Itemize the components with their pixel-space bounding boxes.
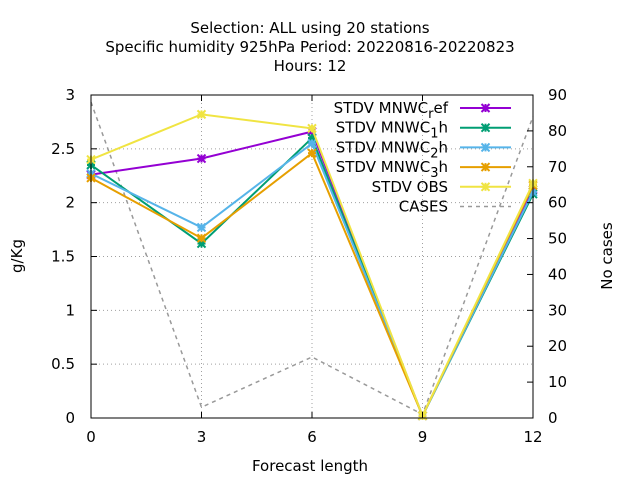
legend-label: STDV MNWCref <box>334 99 449 122</box>
y-tick-label: 0.5 <box>51 355 75 373</box>
legend-marker <box>480 182 491 192</box>
data-point <box>307 138 317 149</box>
series-line <box>90 130 534 419</box>
data-point <box>196 233 207 243</box>
y2-tick-label: 60 <box>548 194 567 212</box>
y2-tick-label: 70 <box>548 158 567 176</box>
y2-tick-label: 20 <box>548 337 567 355</box>
y2-tick-label: 80 <box>548 122 567 140</box>
legend-marker <box>480 103 491 113</box>
legend-marker <box>480 142 491 153</box>
chart-title-line-1: Selection: ALL using 20 stations <box>190 19 429 37</box>
data-point <box>307 123 317 134</box>
x-tick-label: 6 <box>307 428 317 446</box>
y-tick-label: 2.5 <box>51 140 75 158</box>
series-layer <box>86 101 538 421</box>
x-tick-label: 12 <box>523 428 542 446</box>
y2-tick-label: 10 <box>548 373 567 391</box>
data-point <box>196 109 207 120</box>
legend-label: STDV OBS <box>372 178 448 196</box>
legend-marker <box>480 122 491 133</box>
x-tick-label: 0 <box>86 428 96 446</box>
data-point <box>196 153 207 164</box>
y-tick-label: 0 <box>65 409 75 427</box>
y2-tick-label: 50 <box>548 230 567 248</box>
y2-tick-label: 30 <box>548 301 567 319</box>
y2-axis-label: No cases <box>598 222 616 290</box>
legend-label: CASES <box>399 198 448 216</box>
legend-label: STDV MNWC3h <box>336 158 448 181</box>
y-tick-label: 2 <box>65 194 75 212</box>
grid <box>91 95 533 418</box>
y2-tick-label: 90 <box>548 86 567 104</box>
data-point <box>196 222 207 233</box>
data-point <box>307 148 317 158</box>
legend-label: STDV MNWC2h <box>336 138 448 161</box>
series-line <box>90 101 534 416</box>
legend-label: STDV MNWC1h <box>336 119 448 142</box>
x-tick-label: 9 <box>418 428 428 446</box>
y2-tick-label: 0 <box>548 409 558 427</box>
titles: Selection: ALL using 20 stations Specifi… <box>8 19 616 475</box>
x-tick-label: 3 <box>197 428 207 446</box>
y-tick-label: 3 <box>65 86 75 104</box>
y-tick-label: 1 <box>65 301 75 319</box>
chart-title-line-3: Hours: 12 <box>274 57 347 75</box>
y-axis-label: g/Kg <box>8 239 26 273</box>
y2-tick-label: 40 <box>548 265 567 283</box>
chart-title-line-2: Specific humidity 925hPa Period: 2022081… <box>105 38 514 56</box>
legend-marker <box>480 162 491 172</box>
x-axis-label: Forecast length <box>252 457 368 475</box>
y-tick-label: 1.5 <box>51 248 75 266</box>
